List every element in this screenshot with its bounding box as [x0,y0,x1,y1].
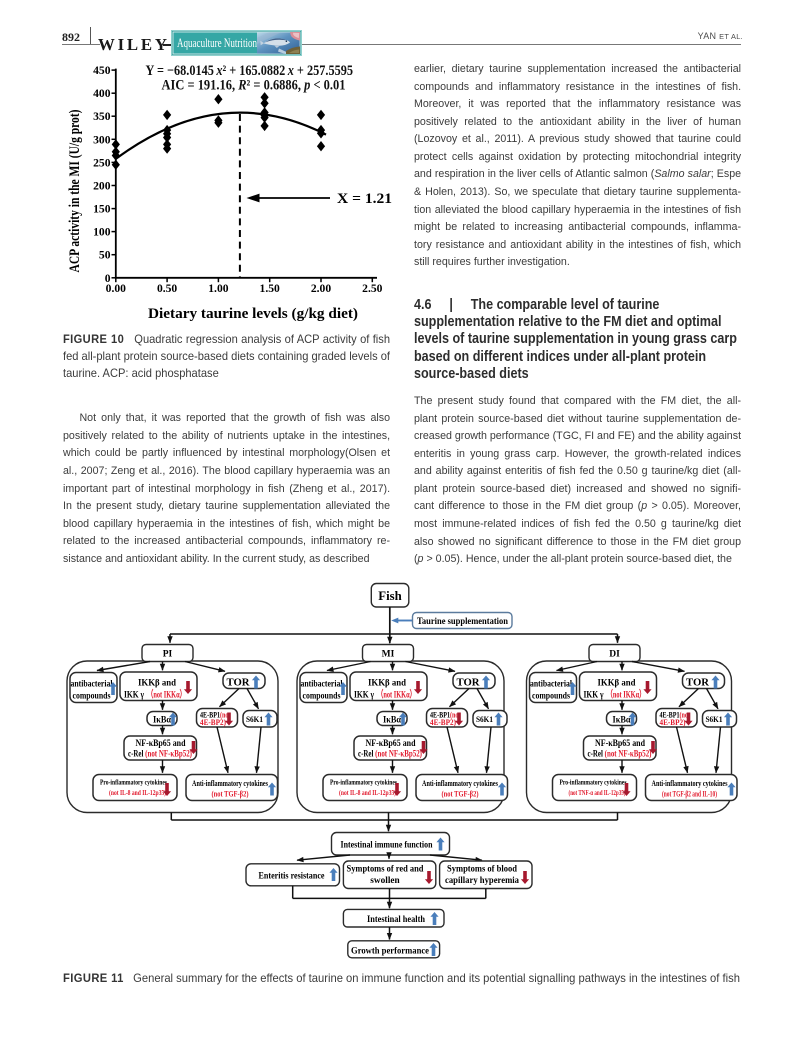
svg-text:4E-BP1(not: 4E-BP1(not [430,710,461,719]
svg-text:Intestinal health: Intestinal health [367,914,425,925]
svg-text:antibacterial: antibacterial [71,679,113,689]
svg-text:(not TGF-β2 and IL-10): (not TGF-β2 and IL-10) [662,790,717,799]
svg-text:S6K1: S6K1 [246,714,263,724]
svg-text:c-Rel (not NF-κBp52): c-Rel (not NF-κBp52) [588,749,652,760]
svg-text:Enteritis resistance: Enteritis resistance [259,871,325,881]
svg-text:2.50: 2.50 [362,282,382,295]
svg-text:swollen: swollen [370,876,400,886]
svg-text:1.00: 1.00 [208,282,228,295]
svg-text:IκBα: IκBα [613,714,632,724]
svg-text:Pro-inflammatory cytokines: Pro-inflammatory cytokines [560,778,627,787]
svg-text:Aquaculture Nutrition: Aquaculture Nutrition [177,36,257,50]
svg-text:450: 450 [93,64,111,77]
svg-text:IκBα: IκBα [383,714,402,724]
svg-text:Pro-inflammatory cytokines: Pro-inflammatory cytokines [100,778,167,787]
svg-text:X = 1.21: X = 1.21 [337,191,392,207]
svg-text:200: 200 [93,180,111,193]
svg-text:NF-κBp65 and: NF-κBp65 and [136,738,187,749]
svg-text:Anti-inflammatory cytokines: Anti-inflammatory cytokines [192,779,269,788]
svg-text:PI: PI [163,650,173,660]
svg-text:400: 400 [93,87,111,100]
svg-text:250: 250 [93,156,111,169]
svg-text:S6K1: S6K1 [706,714,723,724]
svg-text:Anti-inflammatory cytokines: Anti-inflammatory cytokines [652,779,729,788]
svg-text:（not IKKα）: （not IKKα） [147,688,186,701]
svg-text:IKK γ: IKK γ [584,690,604,701]
svg-text:350: 350 [93,110,111,123]
svg-text:4E-BP2): 4E-BP2) [660,718,686,727]
svg-text:DI: DI [609,650,620,660]
svg-text:IκBα: IκBα [153,714,172,724]
svg-text:100: 100 [93,226,111,239]
svg-text:IKKβ and: IKKβ and [598,677,636,688]
svg-text:0.00: 0.00 [106,282,126,295]
svg-text:0.50: 0.50 [157,282,177,295]
svg-text:antibacterial: antibacterial [530,679,572,689]
svg-text:Y = −68.0145 x² + 165.0882 x +: Y = −68.0145 x² + 165.0882 x + 257.5595 [146,63,354,79]
svg-text:4E-BP1(not: 4E-BP1(not [660,710,691,719]
svg-text:4E-BP2): 4E-BP2) [200,718,226,727]
svg-text:4E-BP1(not: 4E-BP1(not [200,710,231,719]
svg-text:Anti-inflammatory cytokines: Anti-inflammatory cytokines [422,779,499,788]
svg-text:TOR: TOR [457,677,480,688]
svg-text:IKK γ: IKK γ [124,690,144,701]
svg-text:Taurine supplementation: Taurine supplementation [417,616,509,627]
svg-text:4E-BP2): 4E-BP2) [430,718,456,727]
svg-text:ACP activity in the MI (U/g pr: ACP activity in the MI (U/g prot) [67,110,83,273]
svg-text:compounds: compounds [532,691,570,701]
svg-text:Symptoms of red and: Symptoms of red and [347,865,425,875]
svg-text:NF-κBp65 and: NF-κBp65 and [595,738,646,749]
svg-text:IKKβ and: IKKβ and [138,677,176,688]
svg-text:S6K1: S6K1 [476,714,493,724]
svg-text:MI: MI [382,650,395,660]
svg-text:(not TGF-β2): (not TGF-β2) [442,790,479,799]
svg-text:Growth performance: Growth performance [351,945,430,956]
svg-text:compounds: compounds [73,691,111,701]
svg-text:Fish: Fish [378,589,401,603]
svg-text:(not IL-8 and IL-12p35): (not IL-8 and IL-12p35) [339,788,396,797]
svg-text:AIC = 191.16, R² = 0.6886, p <: AIC = 191.16, R² = 0.6886, p < 0.01 [162,78,346,94]
svg-text:compounds: compounds [303,691,341,701]
svg-text:Pro-inflammatory cytokines: Pro-inflammatory cytokines [330,778,397,787]
svg-text:150: 150 [93,203,111,216]
svg-text:300: 300 [93,133,111,146]
svg-text:0: 0 [105,272,111,285]
svg-text:NF-κBp65 and: NF-κBp65 and [366,738,417,749]
svg-text:c-Rel (not NF-κBp52): c-Rel (not NF-κBp52) [358,749,422,760]
svg-text:Symptoms of blood: Symptoms of blood [447,865,518,875]
svg-text:IKK γ: IKK γ [354,690,374,701]
svg-text:TOR: TOR [686,677,709,688]
svg-text:1.50: 1.50 [260,282,280,295]
svg-text:50: 50 [99,249,111,262]
svg-text:（not IKKα）: （not IKKα） [607,688,646,701]
svg-text:antibacterial: antibacterial [301,679,343,689]
svg-text:c-Rel (not NF-κBp52): c-Rel (not NF-κBp52) [128,749,192,760]
svg-text:(not TGF-β2): (not TGF-β2) [212,790,249,799]
svg-text:Intestinal immune function: Intestinal immune function [341,841,434,851]
svg-text:(not IL-8 and IL-12p35): (not IL-8 and IL-12p35) [109,788,166,797]
svg-text:TOR: TOR [227,677,250,688]
svg-text:IKKβ and: IKKβ and [368,677,406,688]
svg-text:2.00: 2.00 [311,282,331,295]
svg-text:capillary hyperemia: capillary hyperemia [445,876,519,886]
svg-text:（not IKKα）: （not IKKα） [377,688,416,701]
svg-text:Dietary taurine levels (g/kg d: Dietary taurine levels (g/kg diet) [148,306,358,322]
svg-text:(not TNF-α and IL-12p35): (not TNF-α and IL-12p35) [569,788,626,797]
